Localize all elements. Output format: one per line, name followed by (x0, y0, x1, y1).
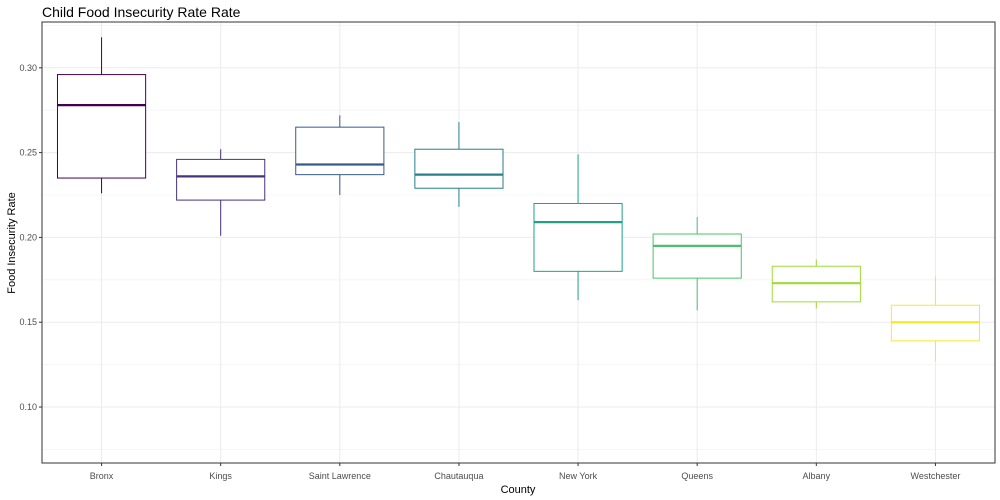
grid (42, 22, 995, 463)
y-axis-title: Food Insecurity Rate (6, 192, 18, 294)
box-westchester (890, 276, 981, 362)
boxes (56, 37, 981, 362)
box-iqr (176, 158, 266, 201)
box-queens (652, 217, 742, 311)
box-iqr (414, 148, 504, 189)
box-iqr (56, 74, 147, 179)
box-bronx (56, 37, 147, 194)
y-tick-label: 0.15 (19, 317, 37, 327)
y-axis: 0.10 0.15 0.20 0.25 0.30 (19, 63, 42, 412)
x-tick-label: Westchester (911, 471, 961, 481)
x-tick-label: Saint Lawrence (309, 471, 371, 481)
panel-border (41, 21, 996, 464)
y-tick-label: 0.30 (19, 63, 37, 73)
x-tick-label: Albany (803, 471, 831, 481)
y-tick-label: 0.10 (19, 402, 37, 412)
box-new-york (533, 154, 623, 301)
box-kings (176, 149, 266, 236)
x-tick-label: Chautauqua (434, 471, 483, 481)
box-iqr (652, 233, 742, 279)
x-axis: Bronx Kings Saint Lawrence Chautauqua New Yo… (90, 463, 961, 481)
y-tick-label: 0.25 (19, 148, 37, 158)
x-tick-label: Bronx (90, 471, 114, 481)
box-saint-lawrence (295, 115, 385, 196)
box-chautauqua (414, 122, 504, 207)
box-iqr (295, 126, 385, 176)
x-axis-title: County (501, 484, 536, 496)
box-albany (771, 259, 861, 309)
box-iqr (533, 202, 623, 272)
x-tick-label: Queens (681, 471, 713, 481)
x-tick-label: New York (559, 471, 598, 481)
chart-title: Child Food Insecurity Rate Rate (42, 4, 241, 20)
y-tick-label: 0.20 (19, 232, 37, 242)
x-tick-label: Kings (209, 471, 232, 481)
